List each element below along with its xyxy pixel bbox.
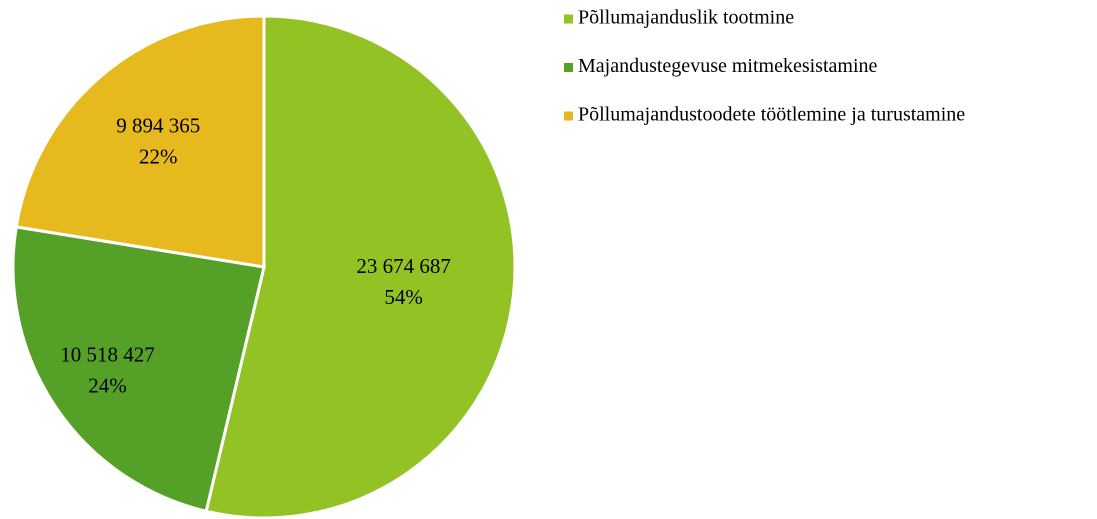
legend-label: Majandustegevuse mitmekesistamine bbox=[578, 55, 877, 77]
value-label: 10 518 427 bbox=[60, 342, 155, 366]
legend-swatch bbox=[564, 111, 573, 121]
legend-label: Põllumajanduslik tootmine bbox=[578, 7, 794, 29]
legend-swatch bbox=[564, 63, 573, 72]
percentage-label: 54% bbox=[384, 285, 423, 309]
legend-swatch bbox=[564, 14, 573, 24]
percentage-label: 22% bbox=[139, 145, 178, 169]
value-label: 9 894 365 bbox=[116, 114, 200, 138]
pie-slice bbox=[14, 14, 266, 269]
value-label: 23 674 687 bbox=[356, 254, 451, 278]
legend-label: Põllumajandustoodete töötlemine ja turus… bbox=[578, 104, 965, 126]
pie-slice bbox=[204, 14, 517, 519]
pie-slice bbox=[11, 225, 266, 514]
percentage-label: 24% bbox=[88, 373, 127, 397]
